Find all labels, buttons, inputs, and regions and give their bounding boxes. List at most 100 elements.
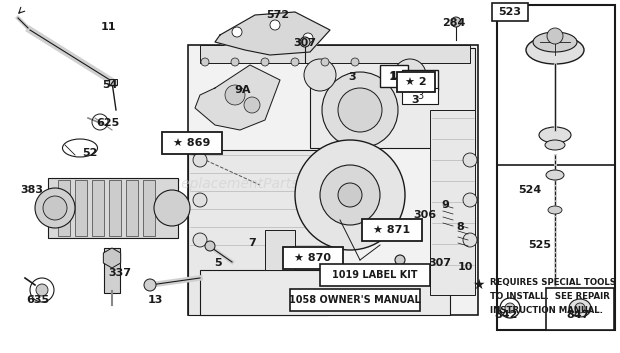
Bar [402, 88, 438, 104]
Text: 9: 9 [441, 200, 449, 210]
Text: 3: 3 [348, 72, 356, 82]
Bar [58, 180, 70, 236]
Circle shape [451, 17, 461, 27]
Text: 635: 635 [27, 295, 50, 305]
Text: INSTRUCTION MANUAL.: INSTRUCTION MANUAL. [490, 306, 603, 315]
Circle shape [575, 303, 585, 313]
Circle shape [547, 28, 563, 44]
Ellipse shape [539, 127, 571, 143]
Circle shape [303, 33, 313, 43]
Polygon shape [195, 65, 280, 130]
Circle shape [320, 165, 380, 225]
Circle shape [463, 233, 477, 247]
Circle shape [270, 20, 280, 30]
Circle shape [154, 190, 190, 226]
Ellipse shape [545, 140, 565, 150]
Text: 1: 1 [390, 71, 398, 81]
Text: ★ 2: ★ 2 [410, 75, 430, 85]
Bar [492, 3, 528, 21]
Ellipse shape [533, 32, 577, 52]
Circle shape [232, 27, 242, 37]
Bar [397, 72, 435, 92]
Circle shape [43, 196, 67, 220]
Circle shape [338, 183, 362, 207]
Circle shape [463, 193, 477, 207]
Circle shape [244, 97, 260, 113]
Circle shape [231, 58, 239, 66]
Text: 337: 337 [108, 268, 131, 278]
Text: 842: 842 [494, 310, 518, 320]
Circle shape [463, 153, 477, 167]
Circle shape [35, 188, 75, 228]
Circle shape [338, 88, 382, 132]
Text: 525: 525 [528, 240, 552, 250]
Text: ★ 2: ★ 2 [405, 77, 427, 87]
Circle shape [295, 140, 405, 250]
Circle shape [304, 59, 336, 91]
Bar [497, 5, 615, 330]
Bar [126, 180, 138, 236]
Text: ★ 871: ★ 871 [373, 225, 410, 235]
Text: 54: 54 [102, 80, 118, 90]
Circle shape [144, 279, 156, 291]
Polygon shape [215, 12, 330, 55]
Circle shape [261, 58, 269, 66]
Ellipse shape [546, 170, 564, 180]
Bar [104, 248, 120, 293]
Text: 306: 306 [414, 210, 436, 220]
Text: 307: 307 [428, 258, 451, 268]
Circle shape [291, 58, 299, 66]
Text: ★: ★ [472, 278, 484, 292]
Text: 10: 10 [458, 262, 472, 272]
Text: 13: 13 [148, 295, 162, 305]
Bar [320, 264, 430, 286]
Text: 1058 OWNER'S MANUAL: 1058 OWNER'S MANUAL [289, 295, 421, 305]
Text: 625: 625 [96, 118, 120, 128]
Circle shape [394, 59, 426, 91]
Text: 3: 3 [411, 95, 419, 105]
Ellipse shape [569, 299, 591, 317]
Bar [310, 48, 475, 148]
Text: 383: 383 [20, 185, 43, 195]
Circle shape [321, 58, 329, 66]
Text: REQUIRES SPECIAL TOOLS: REQUIRES SPECIAL TOOLS [490, 278, 616, 287]
Circle shape [193, 193, 207, 207]
Bar [109, 180, 121, 236]
Circle shape [201, 58, 209, 66]
Text: 307: 307 [293, 38, 316, 48]
Text: eReplacementParts.com: eReplacementParts.com [163, 176, 333, 191]
Text: 572: 572 [267, 10, 290, 20]
Circle shape [205, 241, 215, 251]
Text: ★ 869: ★ 869 [174, 138, 211, 148]
Text: 1: 1 [389, 72, 397, 82]
Bar [200, 45, 470, 63]
Text: 524: 524 [518, 185, 542, 195]
Circle shape [193, 233, 207, 247]
Text: 7: 7 [248, 238, 256, 248]
Bar [200, 270, 450, 315]
Text: 1019 LABEL KIT: 1019 LABEL KIT [332, 270, 418, 280]
Bar [380, 65, 408, 87]
Circle shape [351, 58, 359, 66]
Bar [188, 150, 328, 315]
Bar [143, 180, 155, 236]
Text: 9A: 9A [235, 85, 251, 95]
Text: 847: 847 [566, 310, 590, 320]
Circle shape [300, 37, 310, 47]
Bar [188, 45, 478, 315]
Text: 11: 11 [100, 22, 116, 32]
Bar [48, 178, 178, 238]
Bar [283, 247, 343, 269]
Bar [162, 132, 222, 154]
Bar [402, 70, 438, 90]
Bar [265, 230, 295, 270]
Bar [75, 180, 87, 236]
Ellipse shape [548, 206, 562, 214]
Text: 3: 3 [417, 91, 423, 101]
Bar [546, 288, 614, 330]
Circle shape [395, 255, 405, 265]
Text: 52: 52 [82, 148, 98, 158]
Ellipse shape [526, 36, 584, 64]
Circle shape [505, 303, 515, 313]
Bar [362, 219, 422, 241]
